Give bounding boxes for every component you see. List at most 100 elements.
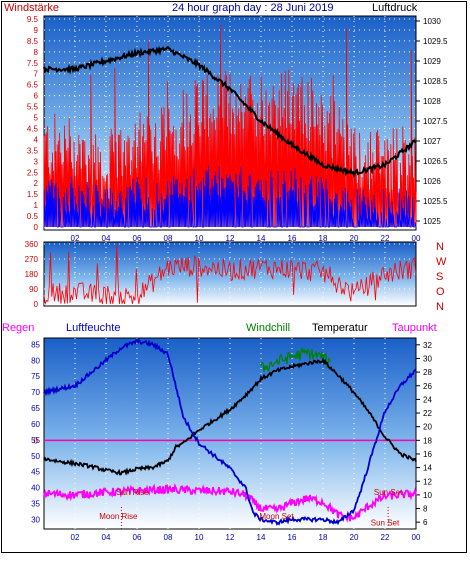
annotation-label: Sun Rise [116, 488, 149, 497]
x-tick-label: 10 [195, 533, 204, 542]
temperature-tick-label: 26 [423, 382, 432, 391]
chart-marks [43, 24, 417, 529]
wind-direction-series [43, 244, 417, 305]
x-tick-label: 16 [288, 234, 297, 243]
legend-entry: Temperatur [312, 322, 368, 334]
compass-label: N [436, 241, 444, 253]
compass-label: O [436, 286, 445, 298]
x-tick-label: 04 [102, 533, 111, 542]
temperature-tick-label: 24 [423, 395, 432, 404]
temperature-tick-label: 32 [423, 341, 432, 350]
left-tick-label: 3 [34, 157, 39, 166]
annotation-label: Moon Rise [99, 512, 138, 521]
left-tick-label: 5 [34, 114, 39, 123]
legend-entry: Taupunkt [392, 322, 437, 334]
x-tick-label: 06 [133, 234, 142, 243]
compass-label: N [436, 301, 444, 313]
x-tick-label: 18 [319, 533, 328, 542]
x-tick-label: 16 [288, 533, 297, 542]
temperature-series [43, 357, 417, 476]
right-tick-label: 1028.5 [423, 77, 448, 86]
humidity-tick-label: 50 [31, 452, 40, 461]
humidity-series [43, 337, 417, 526]
temperature-tick-label: 8 [423, 505, 428, 514]
dewpoint-series [43, 482, 417, 523]
right-tick-label: 1028 [423, 97, 441, 106]
legend-entry: Windchill [246, 322, 290, 334]
right-axis-title: Luftdruck [372, 2, 418, 14]
temperature-tick-label: 30 [423, 354, 432, 363]
temperature-tick-label: 18 [423, 436, 432, 445]
direction-tick-label: 360 [25, 240, 39, 249]
left-tick-label: 3.5 [27, 146, 39, 155]
humidity-tick-label: 40 [31, 484, 40, 493]
x-tick-label: 02 [71, 234, 80, 243]
left-tick-label: 7.5 [27, 59, 39, 68]
right-tick-label: 1025.5 [423, 197, 448, 206]
left-tick-label: 6.5 [27, 81, 39, 90]
left-tick-label: 6 [34, 92, 39, 101]
humidity-tick-label: 75 [31, 372, 40, 381]
left-tick-label: 1 [34, 201, 39, 210]
humidity-tick-label: 60 [31, 420, 40, 429]
left-tick-label: 8 [34, 48, 39, 57]
compass-label: S [436, 271, 443, 283]
x-tick-label: 08 [164, 533, 173, 542]
x-tick-label: 06 [133, 533, 142, 542]
left-tick-label: 8.5 [27, 37, 39, 46]
x-tick-label: 22 [381, 533, 390, 542]
direction-tick-label: 270 [25, 255, 39, 264]
right-tick-label: 1027.5 [423, 117, 448, 126]
left-tick-label: 9 [34, 26, 39, 35]
humidity-tick-label: 45 [31, 468, 40, 477]
left-tick-label: 2.5 [27, 168, 39, 177]
right-tick-label: 1029.5 [423, 37, 448, 46]
x-tick-label: 00 [412, 533, 421, 542]
humidity-tick-label: 70 [31, 388, 40, 397]
humidity-tick-label: 35 [31, 500, 40, 509]
right-tick-label: 1026.5 [423, 157, 448, 166]
x-tick-label: 14 [257, 533, 266, 542]
panel3-legend: Regen Luftfeuchte Windchill Temperatur Taupu… [2, 322, 437, 334]
right-tick-label: 1025 [423, 217, 441, 226]
annotation-label: Sun Set [374, 488, 403, 497]
temperature-tick-label: 16 [423, 450, 432, 459]
left-tick-label: 0.5 [27, 212, 39, 221]
humidity-tick-label: 55 [31, 436, 40, 445]
annotation-label: Moon Set [259, 512, 294, 521]
x-tick-label: 00 [412, 234, 421, 243]
temperature-tick-label: 22 [423, 409, 432, 418]
windchill-series [260, 346, 331, 373]
x-tick-label: 18 [319, 234, 328, 243]
chart-title: 24 hour graph day : 28 Juni 2019 [172, 2, 333, 14]
annotation-label: Sun Set [371, 519, 400, 528]
temperature-tick-label: 10 [423, 491, 432, 500]
x-tick-label: 20 [350, 533, 359, 542]
x-tick-label: 08 [164, 234, 173, 243]
humidity-tick-label: 80 [31, 356, 40, 365]
temperature-tick-label: 12 [423, 477, 432, 486]
left-tick-label: 7 [34, 70, 39, 79]
x-tick-label: 10 [195, 234, 204, 243]
x-tick-label: 14 [257, 234, 266, 243]
temperature-tick-label: 28 [423, 368, 432, 377]
right-tick-label: 1027 [423, 137, 441, 146]
humidity-tick-label: 30 [31, 515, 40, 524]
left-tick-label: 1.5 [27, 190, 39, 199]
left-tick-label: 2 [34, 179, 39, 188]
x-tick-label: 20 [350, 234, 359, 243]
x-tick-label: 02 [71, 533, 80, 542]
left-tick-label: 9.5 [27, 15, 39, 24]
x-tick-label: 22 [381, 234, 390, 243]
x-tick-label: 12 [226, 234, 235, 243]
pressure-series [43, 45, 417, 179]
legend-entry: Regen [2, 322, 34, 334]
left-tick-label: 4 [34, 135, 39, 144]
axis-labels: 0 0.5 1 1.5 2 2.5 3 3.5 4 4.55 5.5 6 6.5 7 7.5 8 8.5 9 9.5… [25, 15, 448, 542]
direction-tick-label: 180 [25, 270, 39, 279]
wind-speed-series [43, 165, 417, 228]
direction-tick-label: 0 [34, 300, 39, 309]
x-tick-label: 04 [102, 234, 111, 243]
